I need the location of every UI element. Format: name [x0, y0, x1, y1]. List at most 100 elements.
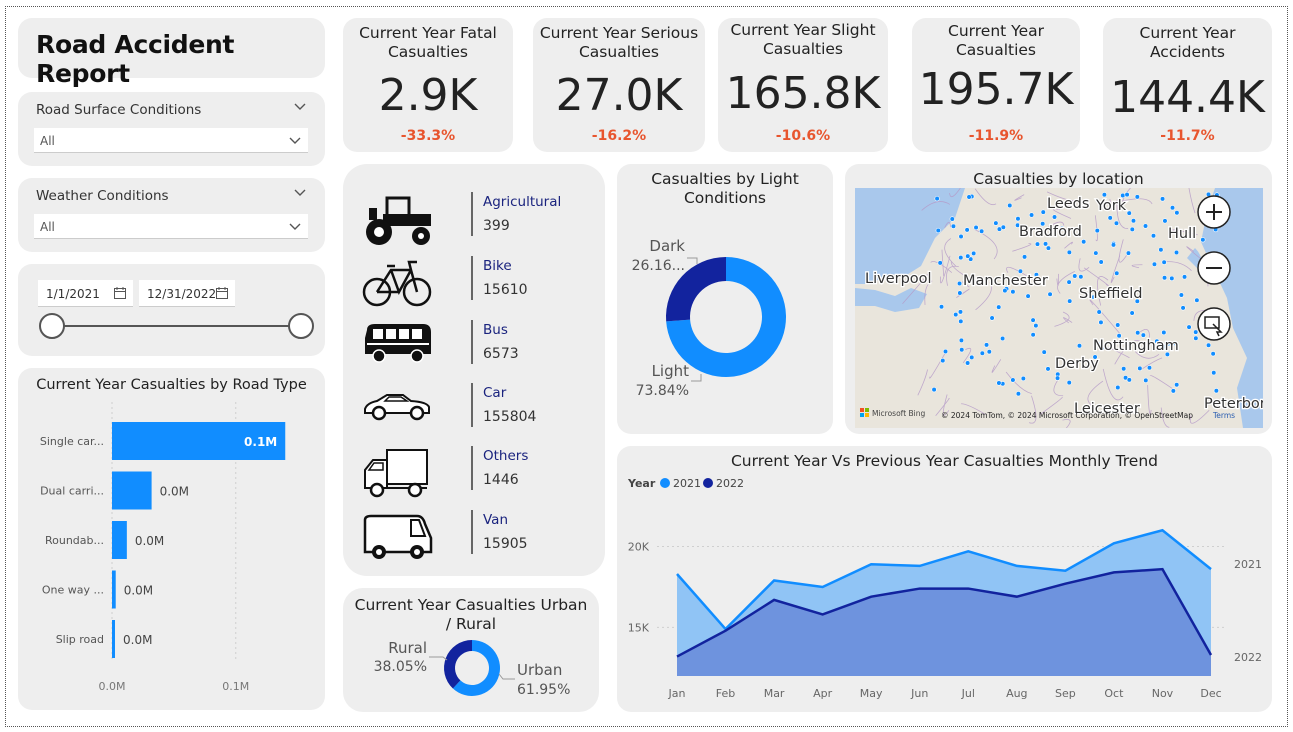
road-type-chart-title: Current Year Casualties by Road Type	[36, 377, 307, 393]
map-point	[1017, 268, 1024, 274]
chevron-down-icon	[289, 137, 301, 144]
series-line	[676, 528, 1212, 631]
weather-dropdown[interactable]: All	[34, 214, 308, 239]
end-date-input[interactable]: 12/31/2022	[139, 280, 235, 307]
slice-label: Light	[652, 362, 690, 380]
map-road	[1110, 255, 1121, 283]
report-frame	[5, 6, 1288, 727]
chevron-down-icon[interactable]	[293, 186, 307, 200]
separator	[471, 510, 473, 554]
map-point	[1033, 323, 1039, 329]
urban-rural-title: Current Year Casualties Urban / Rural	[354, 596, 588, 633]
map-road	[962, 347, 972, 364]
casualty-map[interactable]: Leeds York Bradford Hull Liverpool Manchester…	[855, 188, 1263, 428]
page-title: Road Accident Report	[36, 30, 235, 88]
map-road	[1089, 299, 1120, 334]
tractor-icon	[366, 196, 431, 245]
vehicle-value: 399	[483, 218, 510, 234]
light-conditions-title: Casualties by Light Conditions	[651, 170, 799, 207]
map-point	[1174, 210, 1180, 216]
map-point	[966, 194, 972, 200]
map-terms-link[interactable]: Terms	[1212, 411, 1235, 420]
map-road	[974, 188, 997, 206]
vehicle-value: 155804	[483, 409, 537, 425]
road-surface-dropdown[interactable]: All	[34, 128, 308, 153]
map-point	[1098, 259, 1104, 265]
map-point	[1162, 344, 1169, 350]
map-point	[1146, 365, 1153, 371]
data-label: 0.0M	[135, 534, 164, 548]
legend-marker	[660, 478, 670, 488]
map-road	[950, 261, 980, 285]
map-point	[957, 290, 963, 296]
map-title: Casualties by location	[973, 170, 1144, 188]
slider-end-handle[interactable]	[288, 313, 314, 339]
map-road	[1131, 264, 1143, 269]
calendar-icon[interactable]	[215, 286, 229, 300]
leader-line	[498, 673, 515, 680]
map-road	[1149, 375, 1174, 390]
map-point	[1116, 333, 1122, 339]
separator	[471, 256, 473, 300]
map-point	[956, 280, 963, 287]
date-range-slider[interactable]	[18, 310, 325, 344]
vehicle-row-bus: Bus 6573	[343, 316, 593, 372]
map-road	[1116, 199, 1129, 229]
zoom-in-button[interactable]	[1197, 195, 1231, 229]
start-date-input[interactable]: 1/1/2021	[38, 280, 133, 307]
map-road	[924, 280, 933, 305]
category-label: Roundab...	[45, 534, 104, 547]
kpi-serious-card: Current Year Serious Casualties 27.0K -1…	[533, 18, 705, 152]
map-road	[1164, 261, 1192, 271]
title-card: Road Accident Report	[18, 18, 325, 88]
map-point	[1098, 319, 1104, 325]
map-point	[979, 228, 985, 234]
date-slicer[interactable]: 1/1/2021 12/31/2022	[18, 264, 325, 356]
separator	[471, 320, 473, 364]
donut-slice	[452, 640, 500, 696]
map-point	[1110, 242, 1117, 248]
zoom-out-button[interactable]	[1197, 251, 1231, 285]
map-point	[937, 260, 943, 266]
map-point	[1020, 375, 1026, 382]
map-point	[958, 233, 964, 240]
map-road	[1057, 270, 1075, 294]
map-road	[1087, 380, 1104, 408]
slider-start-handle[interactable]	[39, 313, 65, 339]
kpi-title: Current Year Accidents	[1139, 24, 1236, 61]
kpi-delta: -11.7%	[1160, 128, 1215, 144]
vehicle-name: Van	[483, 512, 509, 528]
map-point	[959, 347, 965, 353]
map-point	[993, 220, 999, 226]
map-point	[938, 304, 945, 310]
map-point	[1161, 329, 1167, 336]
donut-slice	[666, 257, 786, 377]
map-point	[1045, 245, 1052, 251]
weather-slicer[interactable]: Weather Conditions All	[18, 178, 325, 252]
bicycle-icon	[362, 260, 432, 307]
map-road	[1138, 329, 1150, 342]
x-tick-label: Aug	[1006, 687, 1027, 700]
map-point	[1159, 196, 1166, 202]
calendar-icon[interactable]	[113, 286, 127, 300]
map-point	[950, 223, 957, 229]
road-surface-slicer[interactable]: Road Surface Conditions All	[18, 92, 325, 166]
map-road	[1005, 371, 1032, 395]
map-point	[1200, 237, 1206, 243]
map-point	[1051, 214, 1058, 220]
map-point	[1134, 298, 1140, 304]
x-tick-label: Sep	[1055, 687, 1076, 700]
x-tick-label: Jul	[961, 687, 975, 700]
select-area-button[interactable]	[1197, 307, 1231, 341]
category-label: Single car...	[40, 435, 104, 448]
map-point	[1000, 335, 1006, 342]
map-point	[1137, 365, 1143, 372]
map-point	[1097, 341, 1103, 347]
map-point	[1181, 274, 1188, 280]
map-point	[1186, 324, 1192, 330]
chevron-down-icon[interactable]	[293, 100, 307, 114]
map-point	[1030, 332, 1036, 338]
map-point	[953, 312, 959, 318]
map-point	[964, 227, 970, 233]
separator	[471, 446, 473, 490]
